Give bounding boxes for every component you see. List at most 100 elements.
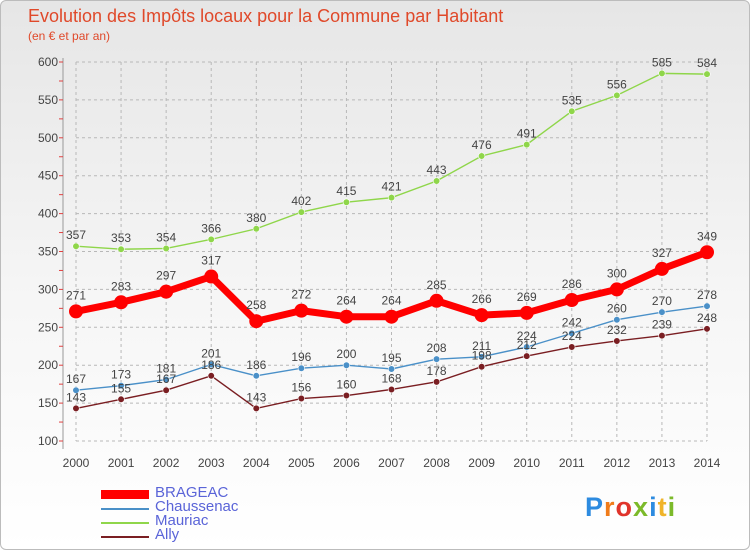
data-point bbox=[253, 225, 260, 232]
data-label: 160 bbox=[336, 378, 356, 392]
data-point bbox=[204, 270, 218, 284]
data-label: 278 bbox=[697, 288, 717, 302]
data-point bbox=[343, 199, 350, 206]
data-point bbox=[655, 262, 669, 276]
data-label: 239 bbox=[652, 318, 672, 332]
legend-label: Ally bbox=[155, 527, 179, 543]
x-tick-label: 2013 bbox=[649, 456, 676, 470]
legend-swatch bbox=[101, 522, 149, 524]
y-tick-label: 550 bbox=[38, 93, 58, 107]
data-label: 286 bbox=[562, 277, 582, 291]
proxiti-logo: Proxiti bbox=[585, 492, 676, 523]
data-point bbox=[294, 304, 308, 318]
data-label: 242 bbox=[562, 315, 582, 329]
data-point bbox=[433, 178, 440, 185]
data-label: 317 bbox=[201, 254, 221, 268]
data-label: 283 bbox=[111, 279, 131, 293]
data-point bbox=[704, 326, 711, 333]
data-label: 200 bbox=[336, 347, 356, 361]
data-point bbox=[520, 306, 534, 320]
y-tick-label: 500 bbox=[38, 131, 58, 145]
data-label: 272 bbox=[291, 288, 311, 302]
chart-frame: Evolution des Impôts locaux pour la Comm… bbox=[0, 0, 750, 550]
data-point bbox=[298, 395, 305, 402]
data-point bbox=[73, 405, 80, 412]
data-label: 201 bbox=[201, 346, 221, 360]
data-point bbox=[208, 373, 215, 380]
data-label: 380 bbox=[246, 211, 266, 225]
data-label: 258 bbox=[246, 298, 266, 312]
data-label: 181 bbox=[156, 362, 176, 376]
x-tick-label: 2001 bbox=[108, 456, 135, 470]
data-label: 349 bbox=[697, 229, 717, 243]
data-label: 155 bbox=[111, 381, 131, 395]
data-point bbox=[523, 353, 530, 360]
data-point bbox=[339, 310, 353, 324]
data-label: 167 bbox=[66, 372, 86, 386]
data-label: 402 bbox=[291, 194, 311, 208]
data-point bbox=[568, 344, 575, 351]
data-label: 260 bbox=[607, 302, 627, 316]
data-point bbox=[114, 295, 128, 309]
data-point bbox=[159, 285, 173, 299]
data-label: 269 bbox=[517, 290, 537, 304]
data-label: 556 bbox=[607, 77, 627, 91]
x-tick-label: 2011 bbox=[559, 456, 585, 470]
data-point bbox=[208, 236, 215, 243]
data-label: 297 bbox=[156, 269, 176, 283]
data-point bbox=[433, 356, 440, 363]
data-point bbox=[704, 303, 711, 310]
data-label: 224 bbox=[562, 329, 582, 343]
data-point bbox=[73, 243, 80, 250]
data-point bbox=[118, 246, 125, 253]
x-tick-label: 2014 bbox=[694, 456, 721, 470]
data-label: 224 bbox=[517, 329, 537, 343]
legend-swatch bbox=[101, 490, 149, 499]
y-tick-label: 350 bbox=[38, 245, 58, 259]
data-label: 584 bbox=[697, 56, 717, 70]
data-point bbox=[614, 338, 621, 345]
y-tick-label: 250 bbox=[38, 320, 58, 334]
data-point bbox=[69, 304, 83, 318]
data-label: 354 bbox=[156, 230, 176, 244]
data-label: 178 bbox=[427, 364, 447, 378]
data-point bbox=[388, 194, 395, 201]
y-tick-label: 300 bbox=[38, 282, 58, 296]
data-label: 476 bbox=[472, 138, 492, 152]
data-point bbox=[478, 153, 485, 160]
logo-letter: i bbox=[668, 492, 677, 522]
y-tick-label: 600 bbox=[38, 55, 58, 69]
data-label: 264 bbox=[336, 294, 356, 308]
data-label: 143 bbox=[66, 390, 86, 404]
legend-swatch bbox=[101, 508, 149, 510]
data-label: 327 bbox=[652, 246, 672, 260]
axes: 1001502002503003504004505005506002000 200… bbox=[38, 55, 721, 470]
data-point bbox=[523, 141, 530, 148]
logo-letter: x bbox=[633, 492, 649, 522]
data-label: 415 bbox=[336, 184, 356, 198]
data-label: 186 bbox=[246, 358, 266, 372]
x-tick-label: 2002 bbox=[153, 456, 180, 470]
data-point bbox=[610, 282, 624, 296]
data-point bbox=[163, 387, 170, 394]
x-tick-label: 2009 bbox=[468, 456, 495, 470]
data-label: 353 bbox=[111, 231, 131, 245]
x-tick-label: 2008 bbox=[423, 456, 450, 470]
x-tick-label: 2012 bbox=[604, 456, 631, 470]
data-label: 491 bbox=[517, 127, 537, 141]
data-point bbox=[614, 92, 621, 99]
data-label: 270 bbox=[652, 294, 672, 308]
data-point bbox=[433, 379, 440, 386]
data-label: 443 bbox=[427, 163, 447, 177]
data-label: 421 bbox=[381, 180, 401, 194]
data-label: 264 bbox=[381, 294, 401, 308]
data-point bbox=[343, 362, 350, 369]
data-labels: 143155167186143156 160 168178198212224 232 2… bbox=[66, 55, 717, 404]
y-tick-label: 100 bbox=[38, 434, 58, 448]
data-label: 168 bbox=[381, 371, 401, 385]
data-label: 285 bbox=[427, 278, 447, 292]
x-tick-label: 2006 bbox=[333, 456, 360, 470]
data-label: 266 bbox=[472, 292, 492, 306]
data-label: 585 bbox=[652, 55, 672, 69]
data-point bbox=[298, 365, 305, 372]
